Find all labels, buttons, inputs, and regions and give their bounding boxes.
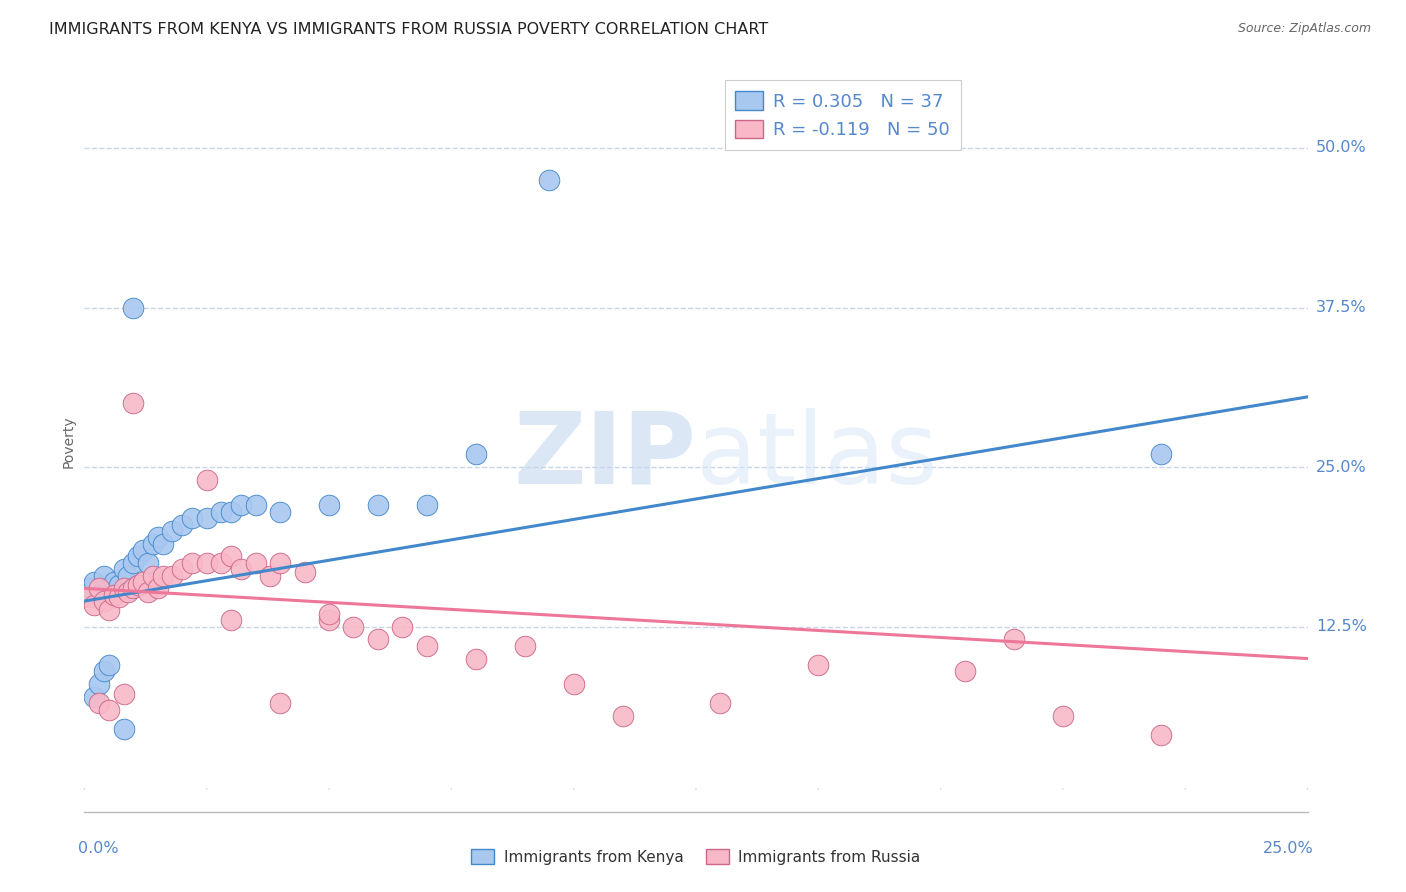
Point xyxy=(97,582,120,596)
Point xyxy=(181,511,204,525)
Text: ZIP: ZIP xyxy=(513,408,696,505)
Point xyxy=(146,530,169,544)
Point xyxy=(77,582,100,596)
Point xyxy=(112,687,135,701)
Text: 25.0%: 25.0% xyxy=(1316,459,1367,475)
Point xyxy=(93,594,115,608)
Point xyxy=(367,632,389,647)
Text: IMMIGRANTS FROM KENYA VS IMMIGRANTS FROM RUSSIA POVERTY CORRELATION CHART: IMMIGRANTS FROM KENYA VS IMMIGRANTS FROM… xyxy=(49,22,769,37)
Text: 37.5%: 37.5% xyxy=(1316,300,1367,315)
Point xyxy=(93,665,115,679)
Point xyxy=(107,577,129,591)
Point xyxy=(464,447,486,461)
Point xyxy=(229,562,252,576)
Point xyxy=(416,499,439,513)
Point xyxy=(318,499,340,513)
Point xyxy=(122,556,145,570)
Point xyxy=(122,396,145,410)
Legend: Immigrants from Kenya, Immigrants from Russia: Immigrants from Kenya, Immigrants from R… xyxy=(465,843,927,871)
Point xyxy=(152,568,174,582)
Text: 0.0%: 0.0% xyxy=(79,841,120,856)
Point xyxy=(1052,709,1074,723)
Point xyxy=(219,505,242,519)
Point xyxy=(259,568,281,582)
Point xyxy=(172,517,194,532)
Point xyxy=(83,690,105,704)
Point xyxy=(146,582,169,596)
Point xyxy=(318,613,340,627)
Text: atlas: atlas xyxy=(696,408,938,505)
Point xyxy=(269,696,291,710)
Point xyxy=(97,703,120,717)
Point xyxy=(807,657,830,672)
Point xyxy=(122,582,145,596)
Point xyxy=(152,536,174,550)
Point xyxy=(245,499,267,513)
Point xyxy=(122,301,145,315)
Point xyxy=(97,603,120,617)
Text: 12.5%: 12.5% xyxy=(1316,619,1367,634)
Point xyxy=(142,536,165,550)
Point xyxy=(1002,632,1025,647)
Point xyxy=(142,568,165,582)
Point xyxy=(97,657,120,672)
Point xyxy=(83,574,105,589)
Point xyxy=(229,499,252,513)
Point xyxy=(181,556,204,570)
Point xyxy=(162,524,184,538)
Text: Source: ZipAtlas.com: Source: ZipAtlas.com xyxy=(1237,22,1371,36)
Point xyxy=(117,585,139,599)
Point xyxy=(538,173,561,187)
Point xyxy=(112,582,135,596)
Point xyxy=(87,588,110,602)
Point xyxy=(132,574,155,589)
Point xyxy=(416,639,439,653)
Point xyxy=(245,556,267,570)
Point xyxy=(195,473,218,487)
Point xyxy=(112,562,135,576)
Point xyxy=(127,577,149,591)
Point xyxy=(93,568,115,582)
Point xyxy=(269,556,291,570)
Point xyxy=(132,543,155,558)
Point xyxy=(342,620,364,634)
Point xyxy=(77,591,100,605)
Point xyxy=(117,568,139,582)
Point xyxy=(294,565,316,579)
Text: 25.0%: 25.0% xyxy=(1263,841,1313,856)
Point xyxy=(209,505,232,519)
Point xyxy=(612,709,634,723)
Point xyxy=(103,574,125,589)
Point xyxy=(562,677,585,691)
Point xyxy=(195,556,218,570)
Point xyxy=(136,585,159,599)
Point xyxy=(103,588,125,602)
Point xyxy=(367,499,389,513)
Point xyxy=(87,582,110,596)
Point xyxy=(709,696,731,710)
Point xyxy=(209,556,232,570)
Point xyxy=(107,591,129,605)
Point xyxy=(1150,728,1173,742)
Point xyxy=(136,556,159,570)
Point xyxy=(219,613,242,627)
Point xyxy=(1150,447,1173,461)
Y-axis label: Poverty: Poverty xyxy=(62,416,76,467)
Point xyxy=(953,665,976,679)
Point xyxy=(318,607,340,621)
Point xyxy=(391,620,413,634)
Point xyxy=(513,639,536,653)
Point xyxy=(112,722,135,736)
Point xyxy=(269,505,291,519)
Point xyxy=(127,549,149,564)
Point xyxy=(162,568,184,582)
Point xyxy=(195,511,218,525)
Point xyxy=(87,677,110,691)
Text: 50.0%: 50.0% xyxy=(1316,140,1367,155)
Point xyxy=(219,549,242,564)
Point xyxy=(172,562,194,576)
Point xyxy=(464,651,486,665)
Point xyxy=(83,598,105,612)
Point xyxy=(87,696,110,710)
